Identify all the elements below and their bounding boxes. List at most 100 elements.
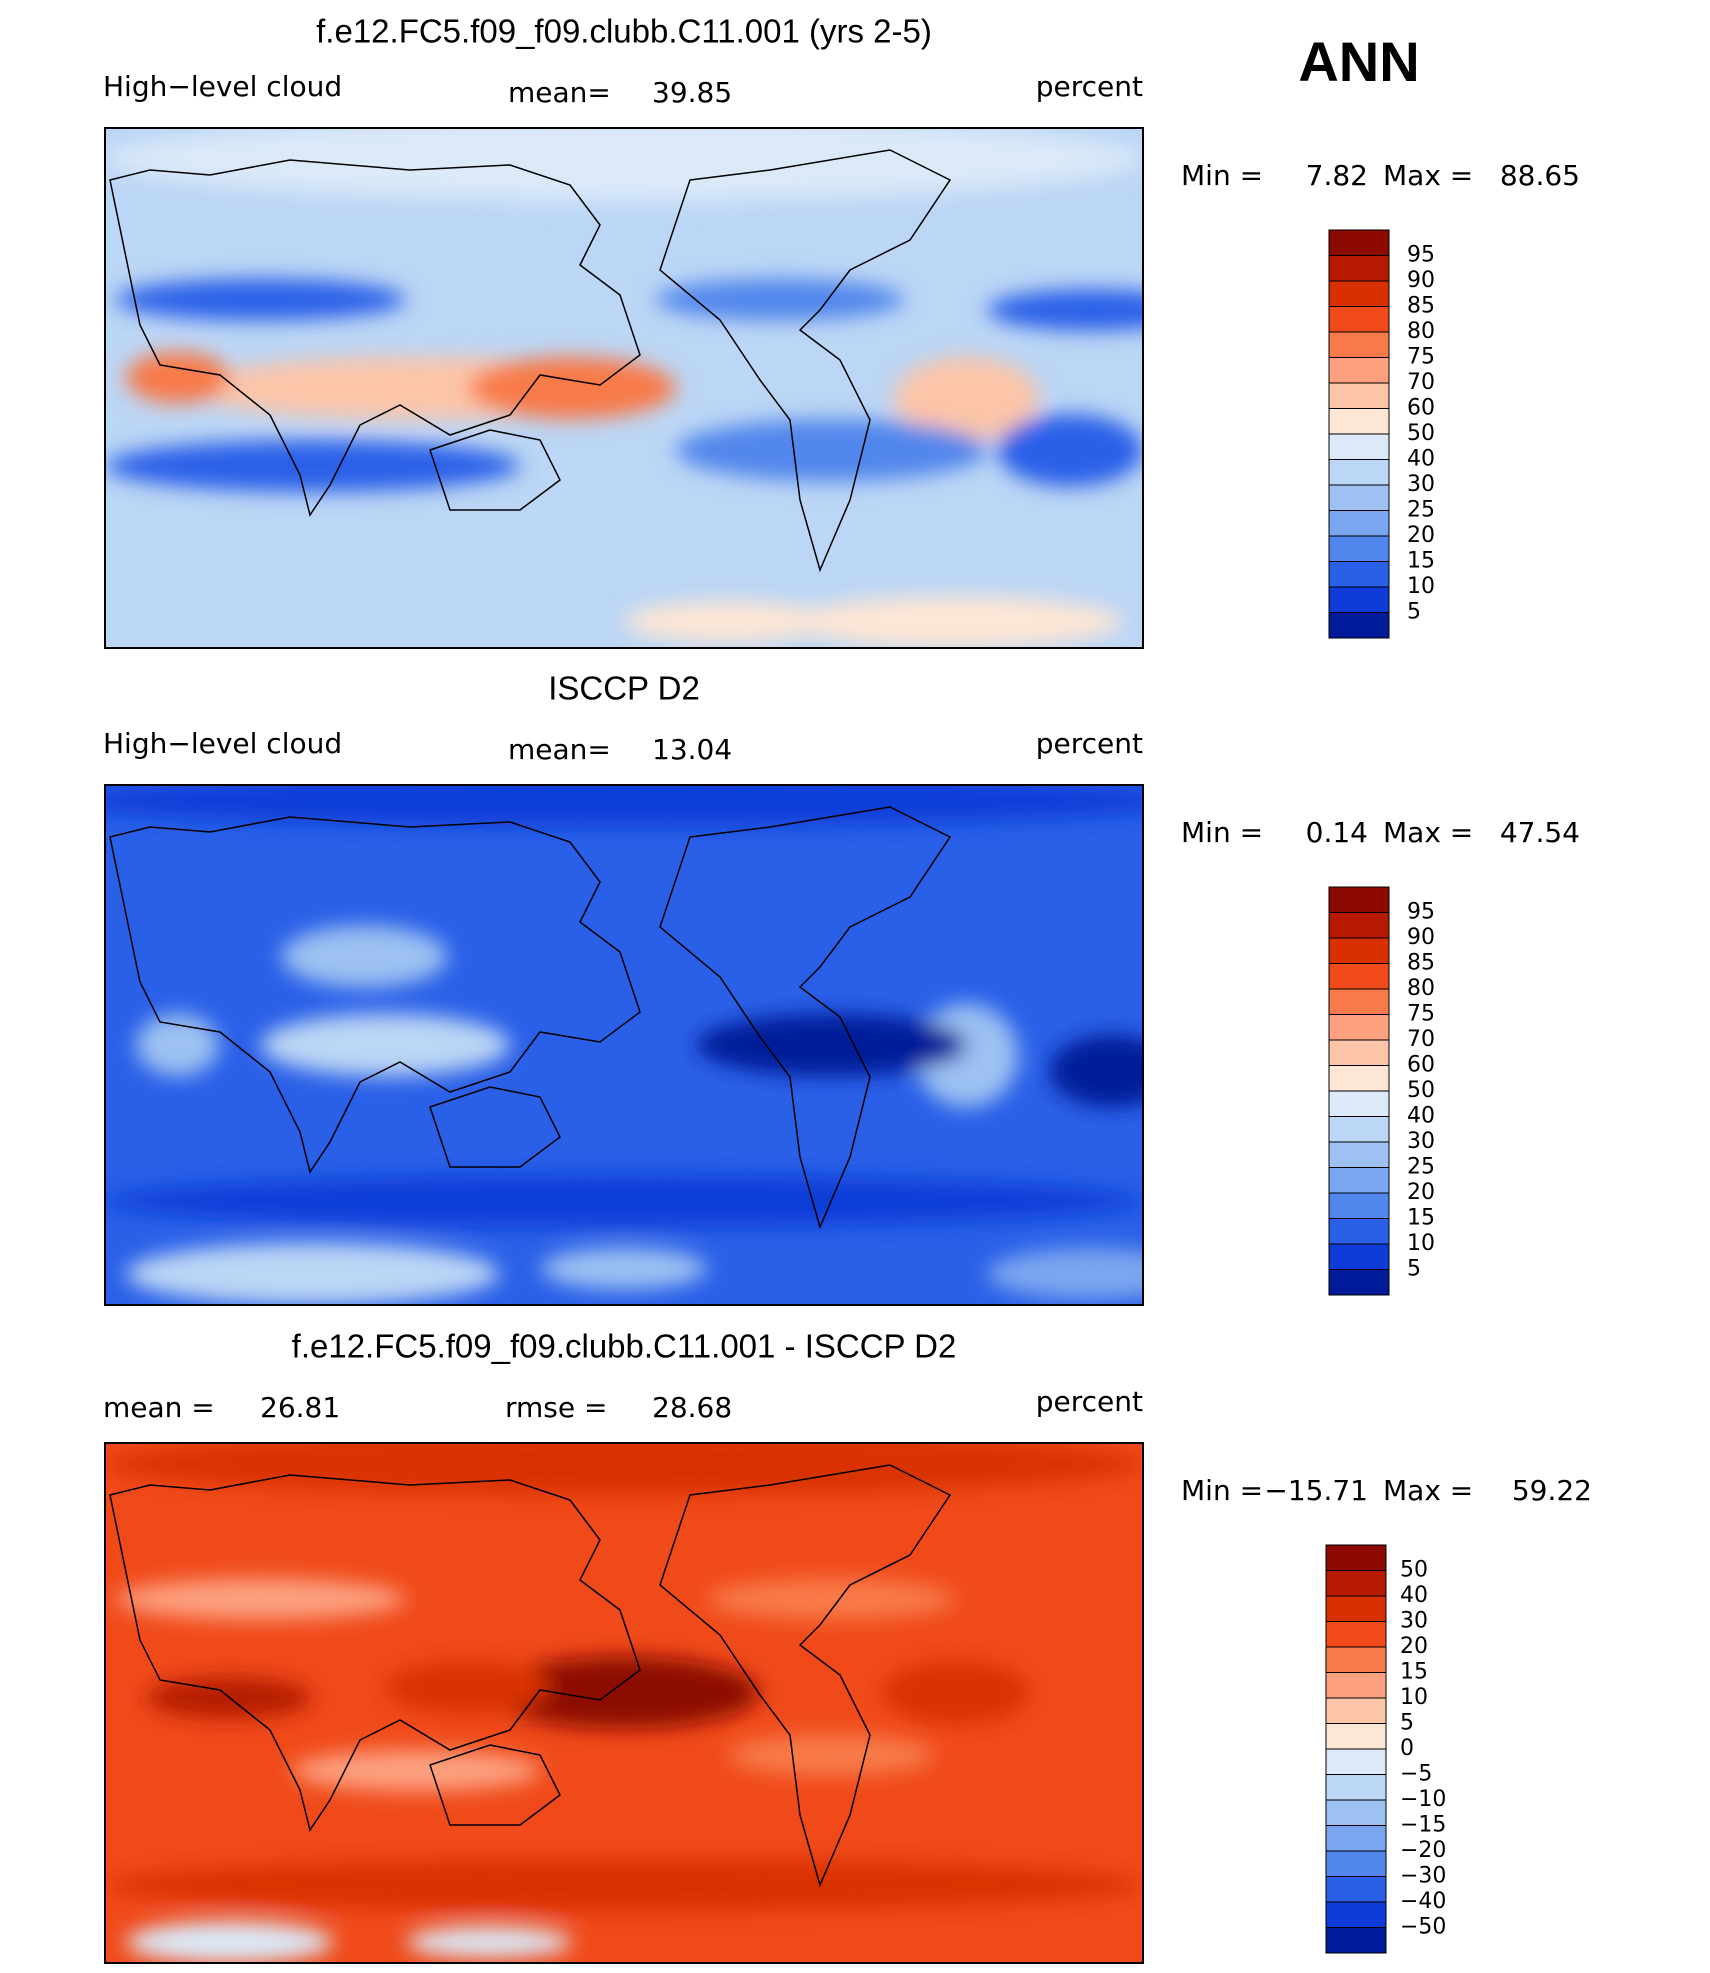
colorbar-box bbox=[1328, 963, 1390, 990]
colorbar-label: 40 bbox=[1407, 447, 1435, 472]
colorbar-label: 10 bbox=[1400, 1685, 1428, 1710]
colorbar-label: 20 bbox=[1407, 523, 1435, 548]
units: percent bbox=[1036, 727, 1143, 760]
min-value: −15.71 bbox=[1264, 1474, 1368, 1507]
colorbar-box bbox=[1325, 1544, 1387, 1571]
field-region bbox=[1049, 1034, 1143, 1108]
field-region bbox=[489, 1656, 759, 1729]
colorbar-box bbox=[1328, 1141, 1390, 1168]
colorbar-box bbox=[1328, 1065, 1390, 1092]
min-value: 7.82 bbox=[1306, 159, 1368, 192]
colorbar-box bbox=[1328, 1269, 1390, 1296]
colorbar-label: 80 bbox=[1407, 976, 1435, 1001]
colorbar-box bbox=[1325, 1646, 1387, 1673]
colorbar-box bbox=[1325, 1595, 1387, 1622]
field-region bbox=[105, 1175, 1143, 1227]
colorbar-box bbox=[1328, 1116, 1390, 1143]
max-value: 88.65 bbox=[1500, 159, 1580, 192]
field-region bbox=[385, 1661, 552, 1714]
stat-label: rmse = bbox=[505, 1391, 607, 1424]
field-region bbox=[125, 351, 230, 404]
left-value: 26.81 bbox=[260, 1391, 340, 1424]
colorbar-label: 5 bbox=[1407, 600, 1421, 625]
colorbar-label: 10 bbox=[1407, 1231, 1435, 1256]
colorbar-label: 75 bbox=[1407, 345, 1435, 370]
colorbar-box bbox=[1325, 1697, 1387, 1724]
field-region bbox=[115, 278, 407, 321]
stat-value: 39.85 bbox=[652, 76, 732, 109]
colorbar-label: 5 bbox=[1407, 1257, 1421, 1282]
coastline bbox=[109, 1464, 952, 1888]
colorbar-label: 15 bbox=[1407, 1206, 1435, 1231]
left-label: High−level cloud bbox=[103, 727, 342, 760]
max-value: 59.22 bbox=[1512, 1474, 1592, 1507]
colorbar-box bbox=[1325, 1825, 1387, 1852]
max-label: Max = bbox=[1383, 1474, 1473, 1507]
colorbar-label: 50 bbox=[1400, 1558, 1428, 1583]
colorbar-box bbox=[1325, 1774, 1387, 1801]
field-region bbox=[105, 1443, 1143, 1495]
left-label: mean = bbox=[103, 1391, 215, 1424]
field-region bbox=[136, 1013, 220, 1077]
colorbar-box bbox=[1328, 988, 1390, 1015]
colorbar-label: 85 bbox=[1407, 294, 1435, 319]
colorbar-label: 75 bbox=[1407, 1002, 1435, 1027]
stat-value: 28.68 bbox=[652, 1391, 732, 1424]
colorbar-label: 30 bbox=[1400, 1609, 1428, 1634]
panel-title: f.e12.FC5.f09_f09.clubb.C11.001 (yrs 2-5… bbox=[316, 13, 932, 50]
field-region bbox=[291, 1749, 541, 1792]
colorbar-box bbox=[1328, 408, 1390, 435]
colorbar-label: 90 bbox=[1407, 268, 1435, 293]
colorbar-box bbox=[1325, 1799, 1387, 1826]
coastline bbox=[109, 806, 952, 1230]
colorbar-box bbox=[1328, 382, 1390, 409]
field-region bbox=[125, 1921, 334, 1963]
field-region bbox=[987, 289, 1143, 331]
colorbar-box bbox=[1328, 1167, 1390, 1194]
colorbar-label: −40 bbox=[1400, 1889, 1446, 1914]
field-region bbox=[260, 1013, 510, 1077]
colorbar-label: 50 bbox=[1407, 421, 1435, 446]
min-label: Min = bbox=[1181, 816, 1263, 849]
colorbar-label: 15 bbox=[1400, 1660, 1428, 1685]
min-value: 0.14 bbox=[1306, 816, 1368, 849]
max-label: Max = bbox=[1383, 816, 1473, 849]
colorbar-label: −20 bbox=[1400, 1838, 1446, 1863]
colorbar-box bbox=[1328, 357, 1390, 384]
map bbox=[105, 1443, 1143, 1963]
colorbar-label: 60 bbox=[1407, 1053, 1435, 1078]
field-region bbox=[987, 1247, 1143, 1300]
colorbar-box bbox=[1328, 586, 1390, 613]
colorbar-box bbox=[1328, 1192, 1390, 1219]
field-region bbox=[707, 1578, 957, 1620]
colorbar-label: 40 bbox=[1407, 1104, 1435, 1129]
coastline bbox=[109, 149, 952, 573]
max-value: 47.54 bbox=[1500, 816, 1580, 849]
colorbar-label: −30 bbox=[1400, 1864, 1446, 1889]
left-label: High−level cloud bbox=[103, 70, 342, 103]
colorbar-label: −15 bbox=[1400, 1813, 1446, 1838]
season-label: ANN bbox=[1298, 30, 1419, 93]
colorbar-box bbox=[1328, 280, 1390, 307]
colorbar-label: 25 bbox=[1407, 1155, 1435, 1180]
colorbar-box bbox=[1328, 1039, 1390, 1066]
map-field bbox=[105, 128, 1143, 648]
colorbar-box bbox=[1328, 561, 1390, 588]
field-region bbox=[727, 1734, 936, 1776]
colorbar-label: 20 bbox=[1400, 1634, 1428, 1659]
colorbar-box bbox=[1325, 1570, 1387, 1597]
units: percent bbox=[1036, 70, 1143, 103]
colorbar-label: 50 bbox=[1407, 1078, 1435, 1103]
colorbar-label: 0 bbox=[1400, 1736, 1414, 1761]
colorbar-box bbox=[1325, 1927, 1387, 1954]
colorbar-label: 85 bbox=[1407, 951, 1435, 976]
field-region bbox=[624, 601, 832, 643]
colorbar-box bbox=[1328, 912, 1390, 939]
colorbar-box bbox=[1328, 484, 1390, 511]
colorbar-box bbox=[1328, 1218, 1390, 1245]
colorbar-label: 15 bbox=[1407, 549, 1435, 574]
colorbar-label: 95 bbox=[1407, 243, 1435, 268]
stat-label: mean= bbox=[508, 733, 611, 766]
colorbar-label: 70 bbox=[1407, 1027, 1435, 1052]
